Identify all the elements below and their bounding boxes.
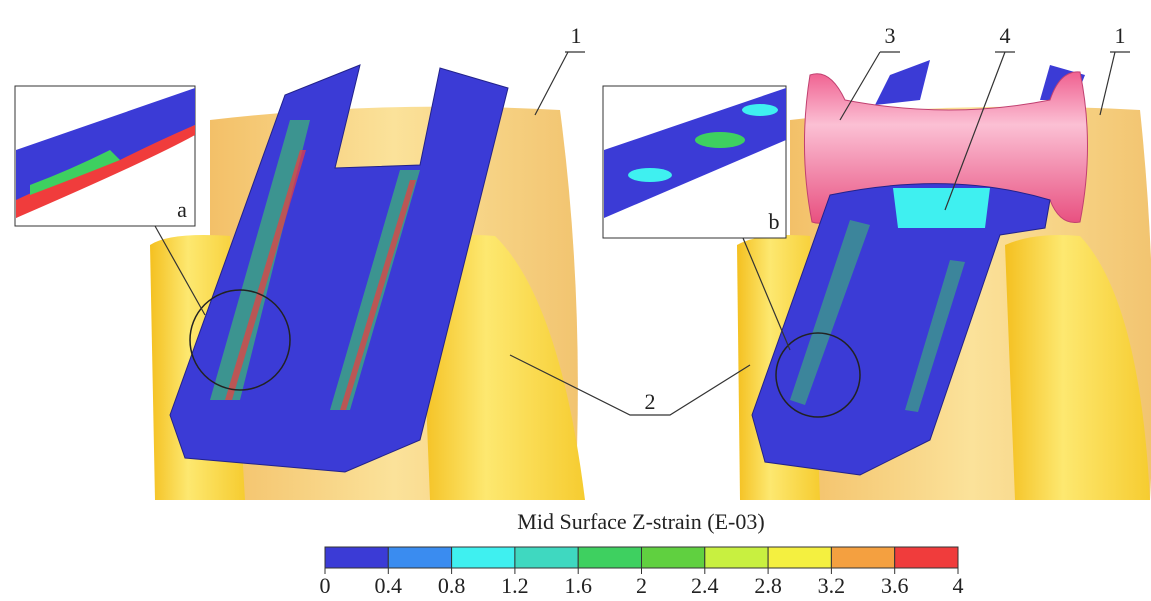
figure: a 1 b 3 4 1 2 Mid Surface Z-stra	[0, 0, 1151, 601]
callout: 4	[1000, 23, 1011, 48]
inset-band	[628, 168, 672, 182]
colorbar-bin	[895, 547, 958, 568]
colorbar-tick-label: 0.4	[375, 573, 403, 598]
callout: 2	[645, 389, 656, 414]
colorbar-bin	[452, 547, 515, 568]
callout: 3	[885, 23, 896, 48]
leader-line	[1100, 52, 1130, 115]
callout: 1	[1115, 23, 1126, 48]
colorbar-tick-label: 2	[636, 573, 647, 598]
inset-label: b	[769, 209, 780, 234]
colorbar-tick-label: 3.2	[818, 573, 846, 598]
colorbar-tick-label: 0.8	[438, 573, 466, 598]
colorbar-bin	[388, 547, 451, 568]
colorbar: Mid Surface Z-strain (E-03) 0 0.4 0.8 1.2 1.…	[320, 509, 964, 598]
colorbar-bin	[515, 547, 578, 568]
colorbar-tick-label: 1.2	[501, 573, 529, 598]
leader-line	[535, 52, 585, 115]
colorbar-bin	[578, 547, 641, 568]
left-scene: a 1	[15, 23, 585, 500]
strain-zone	[893, 188, 990, 228]
inset-band	[742, 104, 778, 116]
right-scene: b 3 4 1	[603, 23, 1151, 500]
colorbar-tick-label: 0	[320, 573, 331, 598]
colorbar-bin	[642, 547, 705, 568]
colorbar-tick-label: 2.4	[691, 573, 719, 598]
colorbar-bin	[325, 547, 388, 568]
inset-band	[695, 132, 745, 148]
callout: 1	[571, 23, 582, 48]
colorbar-tick-label: 1.6	[564, 573, 592, 598]
colorbar-tick-label: 2.8	[754, 573, 782, 598]
inset-label: a	[177, 197, 187, 222]
colorbar-tick-label: 4	[953, 573, 964, 598]
plate	[875, 60, 930, 105]
colorbar-bin	[768, 547, 831, 568]
colorbar-bin	[831, 547, 894, 568]
colorbar-bin	[705, 547, 768, 568]
colorbar-tick-label: 3.6	[881, 573, 909, 598]
colorbar-title: Mid Surface Z-strain (E-03)	[517, 509, 764, 534]
